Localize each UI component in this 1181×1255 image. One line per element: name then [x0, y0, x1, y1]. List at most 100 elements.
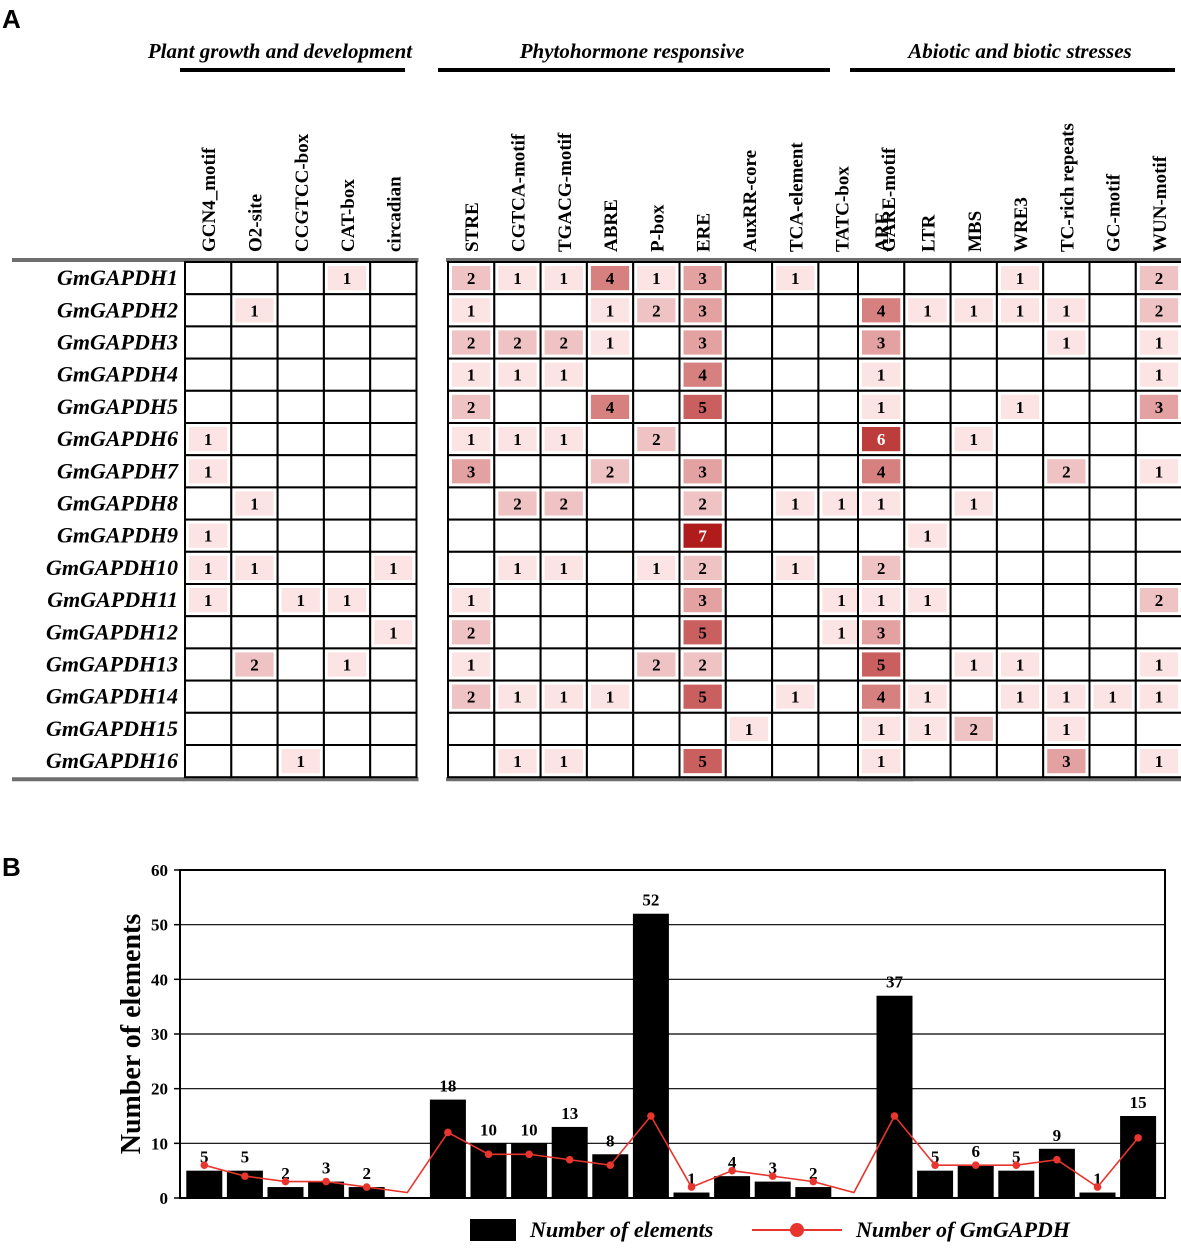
cell-value-gmgapdh16-cgtca-motif: 1 — [513, 752, 522, 771]
cell-fill-gmgapdh5-ere — [683, 394, 722, 419]
cell-fill-gmgapdh16-cgtca-motif — [498, 749, 537, 774]
cell-value-gmgapdh5-wun-motif: 3 — [1155, 398, 1164, 417]
cell-value-gmgapdh13-wun-motif: 1 — [1155, 656, 1164, 675]
column-label-circadian: circadian — [384, 176, 405, 252]
cell-gmgapdh12-ltr — [903, 615, 952, 650]
row-label-gmgapdh14: GmGAPDH14 — [46, 684, 178, 709]
column-label-auxrr-core: AuxRR-core — [740, 150, 761, 252]
cell-value-gmgapdh15-tc-rich-repeats: 1 — [1062, 720, 1071, 739]
row-label-gmgapdh12: GmGAPDH12 — [46, 619, 178, 644]
cell-gmgapdh11-auxrr-core — [724, 583, 774, 618]
cell-value-gmgapdh2-o2-site: 1 — [250, 301, 259, 320]
cell-value-gmgapdh6-gcn4-motif: 1 — [204, 430, 213, 449]
cell-gmgapdh9-o2-site — [230, 518, 279, 553]
cell-value-gmgapdh2-ere: 3 — [698, 301, 707, 320]
bar-5 — [429, 1099, 466, 1198]
cell-gmgapdh3-ccgtcc-box — [276, 325, 325, 360]
cell-fill-gmgapdh10-p-box — [637, 555, 676, 580]
cell-gmgapdh1-are — [857, 261, 906, 296]
y-tick-label-0: 0 — [160, 1189, 169, 1208]
row-label-gmgapdh8: GmGAPDH8 — [57, 491, 178, 516]
cell-fill-gmgapdh3-tgacg-motif — [544, 330, 583, 355]
cell-gmgapdh7-auxrr-core — [724, 454, 774, 489]
cell-fill-gmgapdh4-cgtca-motif — [498, 362, 537, 387]
cell-fill-gmgapdh5-wun-motif — [1139, 394, 1179, 419]
cell-value-gmgapdh3-stre: 2 — [467, 334, 476, 353]
cell-fill-gmgapdh1-tca-element — [776, 266, 815, 291]
cell-value-gmgapdh14-stre: 2 — [467, 688, 476, 707]
cell-value-gmgapdh1-cgtca-motif: 1 — [513, 269, 522, 288]
line-point-6 — [484, 1150, 493, 1159]
cell-gmgapdh7-p-box — [632, 454, 681, 489]
line-point-18 — [1012, 1161, 1021, 1169]
cell-gmgapdh4-o2-site — [230, 357, 279, 392]
cell-gmgapdh2-ccgtcc-box — [276, 293, 325, 328]
bar-label-18: 5 — [1012, 1148, 1021, 1167]
cell-fill-gmgapdh14-abre — [590, 684, 630, 709]
cell-gmgapdh4-circadian — [369, 357, 418, 392]
cell-gmgapdh13-ltr — [903, 647, 952, 682]
row-label-gmgapdh9: GmGAPDH9 — [57, 523, 178, 548]
cell-fill-gmgapdh4-wun-motif — [1139, 362, 1179, 387]
bar-label-0: 5 — [200, 1148, 209, 1167]
cell-gmgapdh6-circadian — [369, 422, 418, 457]
bar-20 — [1079, 1192, 1116, 1198]
cell-gmgapdh6-cat-box — [322, 422, 372, 457]
cell-value-gmgapdh16-ccgtcc-box: 1 — [297, 752, 306, 771]
cell-value-gmgapdh1-cat-box: 1 — [343, 269, 352, 288]
cell-fill-gmgapdh8-tgacg-motif — [544, 491, 583, 516]
cell-fill-gmgapdh4-stre — [452, 362, 491, 387]
cell-gmgapdh3-tatc-box — [817, 325, 866, 360]
cell-fill-gmgapdh15-are — [862, 716, 901, 741]
cell-gmgapdh15-cat-box — [322, 711, 372, 746]
cell-value-gmgapdh7-gcn4-motif: 1 — [204, 462, 213, 481]
cell-value-gmgapdh2-p-box: 2 — [652, 301, 661, 320]
cell-fill-gmgapdh8-tatc-box — [822, 491, 861, 516]
cell-gmgapdh7-wre3 — [995, 454, 1045, 489]
cell-gmgapdh5-auxrr-core — [724, 389, 774, 424]
line-point-4 — [362, 1183, 371, 1191]
cell-gmgapdh8-ccgtcc-box — [276, 486, 325, 521]
cell-value-gmgapdh10-tca-element: 1 — [791, 559, 800, 578]
cell-value-gmgapdh12-circadian: 1 — [389, 623, 398, 642]
cell-gmgapdh13-ccgtcc-box — [276, 647, 325, 682]
cell-value-gmgapdh12-are: 3 — [877, 623, 886, 642]
cell-fill-gmgapdh7-ere — [683, 459, 722, 484]
cell-fill-gmgapdh13-are — [862, 652, 901, 677]
cell-gmgapdh13-abre — [585, 647, 635, 682]
cell-gmgapdh1-ccgtcc-box — [276, 261, 325, 296]
cell-fill-gmgapdh2-stre — [452, 298, 491, 323]
cell-fill-gmgapdh8-o2-site — [235, 491, 274, 516]
cell-value-gmgapdh2-mbs: 1 — [970, 301, 979, 320]
line-point-12 — [728, 1166, 736, 1175]
cell-gmgapdh10-tatc-box — [817, 550, 866, 585]
cell-value-gmgapdh6-p-box: 2 — [652, 430, 661, 449]
cell-fill-gmgapdh13-mbs — [954, 652, 993, 677]
cell-value-gmgapdh8-o2-site: 1 — [250, 495, 259, 514]
cell-gmgapdh8-gcn4-motif — [184, 486, 233, 521]
cell-gmgapdh8-stre — [447, 486, 496, 521]
row-label-gmgapdh10: GmGAPDH10 — [46, 555, 178, 580]
bar-9 — [592, 1154, 629, 1198]
cell-gmgapdh1-auxrr-core — [724, 261, 774, 296]
cell-gmgapdh16-circadian — [369, 744, 418, 779]
cell-fill-gmgapdh16-ccgtcc-box — [281, 749, 320, 774]
cell-value-gmgapdh14-tc-rich-repeats: 1 — [1062, 688, 1071, 707]
cell-value-gmgapdh14-abre: 1 — [606, 688, 615, 707]
cell-gmgapdh15-tca-element — [771, 711, 820, 746]
cell-fill-gmgapdh1-p-box — [637, 266, 676, 291]
cell-fill-gmgapdh15-mbs — [954, 716, 993, 741]
cell-gmgapdh6-ltr — [903, 422, 952, 457]
cell-fill-gmgapdh14-wun-motif — [1139, 684, 1179, 709]
cell-value-gmgapdh14-tgacg-motif: 1 — [560, 688, 569, 707]
row-label-gmgapdh5: GmGAPDH5 — [57, 394, 178, 419]
cell-gmgapdh9-tc-rich-repeats — [1042, 518, 1091, 553]
cell-fill-gmgapdh14-tgacg-motif — [544, 684, 583, 709]
row-label-gmgapdh4: GmGAPDH4 — [57, 362, 178, 387]
cell-gmgapdh15-abre — [585, 711, 635, 746]
column-label-wun-motif: WUN-motif — [1150, 155, 1171, 252]
row-label-gmgapdh6: GmGAPDH6 — [57, 426, 178, 451]
cell-gmgapdh7-tca-element — [771, 454, 820, 489]
cell-gmgapdh11-p-box — [632, 583, 681, 618]
cell-fill-gmgapdh16-tc-rich-repeats — [1047, 749, 1086, 774]
